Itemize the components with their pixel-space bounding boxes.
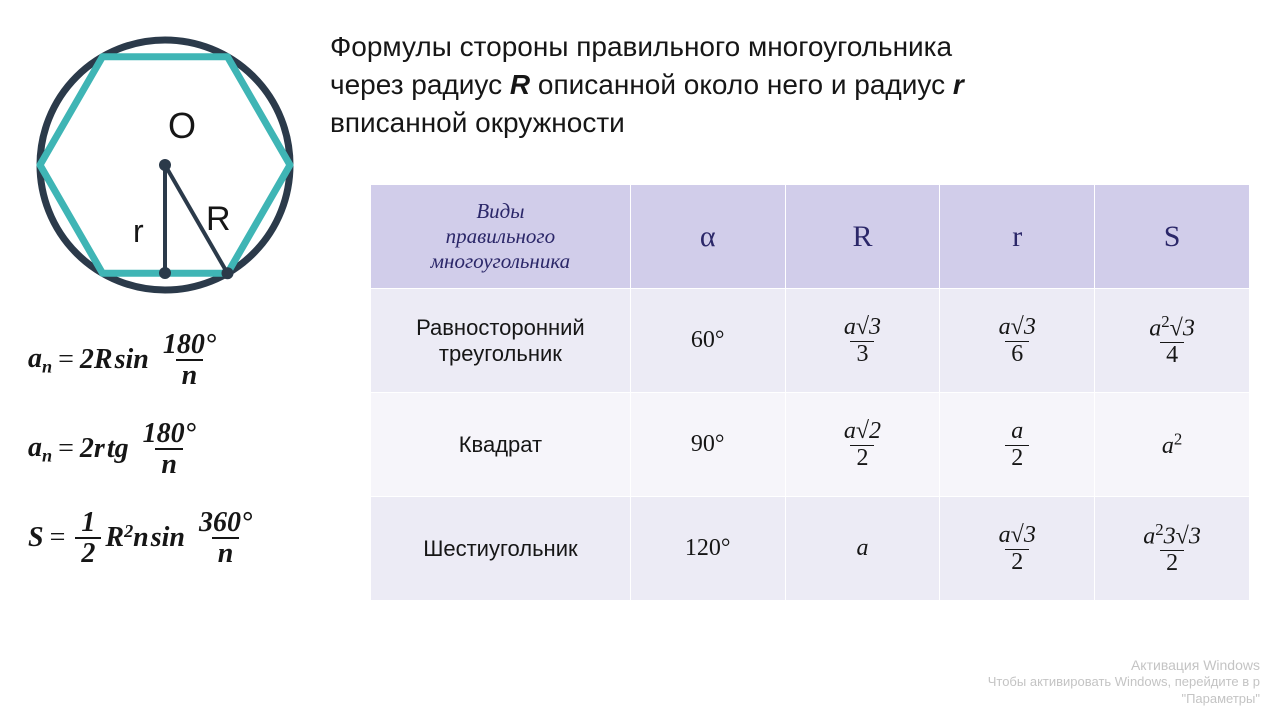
cell-r-low: a2 [940, 393, 1095, 497]
table-row: Шестиугольник120°aa√32a23√32 [371, 497, 1250, 601]
cell-s: a23√32 [1095, 497, 1250, 601]
wm-line3: "Параметры" [988, 691, 1260, 708]
cell-alpha: 120° [630, 497, 785, 601]
f1-a: a [28, 343, 42, 374]
title-line1: Формулы стороны правильного многоугольни… [330, 31, 952, 62]
formula-an-r-cap: an = 2R sin 180° n [28, 330, 328, 391]
table-row: Равностороннийтреугольник60°a√33a√36a2√3… [371, 289, 1250, 393]
f3-func: sin [151, 522, 185, 554]
wm-line2: Чтобы активировать Windows, перейдите в … [988, 674, 1260, 691]
f3-rsup: 2 [124, 521, 133, 541]
hexagon-in-circle-svg: O r R [20, 20, 310, 310]
title-line2a: через радиус [330, 69, 510, 100]
th-type-l1: Виды [476, 199, 524, 223]
f2-den: n [155, 448, 183, 479]
center-label: O [168, 105, 196, 146]
cell-r-cap: a√22 [785, 393, 940, 497]
cell-r-low: a√32 [940, 497, 1095, 601]
f3-den: n [212, 537, 240, 568]
cell-r-low: a√36 [940, 289, 1095, 393]
title-line2b: описанной около него и радиус [530, 69, 953, 100]
th-type: Виды правильного многоугольника [371, 185, 631, 289]
title-text: Формулы стороны правильного многоугольни… [330, 28, 1250, 141]
f1-sub: n [42, 357, 52, 377]
formula-area-s: S = 1 2 R2n sin 360° n [28, 508, 328, 569]
polygon-diagram: O r R [20, 20, 310, 310]
f3-r: R [105, 523, 124, 554]
th-alpha: α [630, 185, 785, 289]
formulas-block: an = 2R sin 180° n an = 2r tg 180° n S =… [28, 330, 328, 596]
f2-coef: 2r [80, 433, 105, 465]
table-body: Равностороннийтреугольник60°a√33a√36a2√3… [371, 289, 1250, 601]
f3-lhs: S [28, 522, 44, 553]
th-type-l2: правильного [446, 224, 555, 248]
title-r-cap: R [510, 69, 530, 100]
th-r-cap: R [785, 185, 940, 289]
cell-shape-name: Квадрат [371, 393, 631, 497]
f2-sub: n [42, 445, 52, 465]
cell-shape-name: Шестиугольник [371, 497, 631, 601]
f1-coef: 2R [80, 344, 113, 376]
f2-func: tg [107, 433, 129, 465]
r-label: r [133, 213, 144, 249]
f3-num: 360° [193, 508, 258, 537]
table-row: Квадрат90°a√22a2a2 [371, 393, 1250, 497]
f1-num: 180° [157, 330, 222, 359]
f2-num: 180° [137, 419, 202, 448]
title-line3: вписанной окружности [330, 107, 625, 138]
cell-r-cap: a√33 [785, 289, 940, 393]
f3-half-den: 2 [75, 537, 101, 568]
f3-n: n [133, 523, 149, 554]
windows-activation-watermark: Активация Windows Чтобы активировать Win… [988, 656, 1260, 708]
cell-s: a2 [1095, 393, 1250, 497]
f2-a: a [28, 432, 42, 463]
cell-r-cap: a [785, 497, 940, 601]
formula-table: Виды правильного многоугольника α R r S … [370, 184, 1250, 601]
th-type-l3: многоугольника [431, 249, 571, 273]
wm-line1: Активация Windows [988, 656, 1260, 674]
title-r-low: r [953, 69, 964, 100]
th-r-low: r [940, 185, 1095, 289]
f3-half-num: 1 [75, 508, 101, 537]
cell-s: a2√34 [1095, 289, 1250, 393]
f1-den: n [176, 359, 204, 390]
cell-alpha: 90° [630, 393, 785, 497]
f1-func: sin [115, 344, 149, 376]
capital-r-label: R [206, 200, 231, 238]
cell-shape-name: Равностороннийтреугольник [371, 289, 631, 393]
formula-an-r-low: an = 2r tg 180° n [28, 419, 328, 480]
table-header-row: Виды правильного многоугольника α R r S [371, 185, 1250, 289]
polygon-table: Виды правильного многоугольника α R r S … [370, 184, 1250, 601]
cell-alpha: 60° [630, 289, 785, 393]
th-s: S [1095, 185, 1250, 289]
